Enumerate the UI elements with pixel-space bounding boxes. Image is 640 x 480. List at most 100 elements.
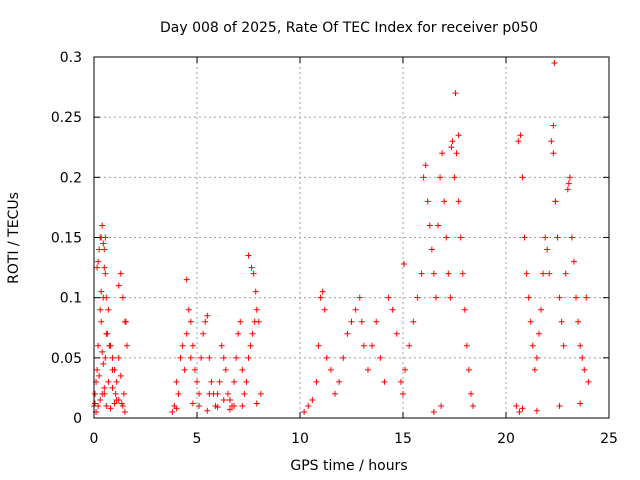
data-point [191, 366, 198, 373]
data-point [562, 270, 569, 277]
data-point [538, 306, 545, 313]
data-point [102, 234, 109, 241]
data-point [177, 354, 184, 361]
x-tick-label: 25 [600, 431, 618, 447]
data-point [575, 318, 582, 325]
data-point [352, 306, 359, 313]
data-point [467, 390, 474, 397]
y-tick-label: 0.05 [51, 351, 82, 367]
data-point [231, 378, 238, 385]
data-point [319, 288, 326, 295]
data-point [535, 330, 542, 337]
data-point [206, 354, 213, 361]
data-point [218, 342, 225, 349]
data-point [556, 402, 563, 409]
data-point [313, 378, 320, 385]
data-point [117, 270, 124, 277]
data-point [105, 378, 112, 385]
x-axis-label: GPS time / hours [290, 458, 407, 474]
y-tick-label: 0.3 [60, 50, 82, 66]
data-point [533, 354, 540, 361]
data-point [100, 360, 107, 367]
data-point [583, 294, 590, 301]
data-point [189, 342, 196, 349]
data-point [109, 354, 116, 361]
data-point [581, 366, 588, 373]
data-point [550, 122, 557, 129]
data-point [401, 260, 408, 267]
data-point [317, 294, 324, 301]
data-point [243, 378, 250, 385]
data-point [428, 246, 435, 253]
data-point [435, 222, 442, 229]
data-point [253, 306, 260, 313]
data-point [451, 174, 458, 181]
data-point [544, 246, 551, 253]
data-point [231, 402, 238, 409]
data-point [525, 294, 532, 301]
data-point [241, 390, 248, 397]
data-point [568, 234, 575, 241]
data-point [449, 138, 456, 145]
data-point [222, 366, 229, 373]
data-point [457, 234, 464, 241]
data-point [556, 294, 563, 301]
data-point [437, 174, 444, 181]
data-point [196, 390, 203, 397]
data-point [220, 354, 227, 361]
data-point [103, 402, 110, 409]
data-point [513, 402, 520, 409]
y-axis-ticks: 0 0.05 0.1 0.15 0.2 0.25 0.3 [51, 50, 609, 427]
data-point [115, 354, 122, 361]
data-point [424, 198, 431, 205]
data-point [523, 270, 530, 277]
data-point [321, 306, 328, 313]
data-point [122, 318, 129, 325]
data-point [348, 318, 355, 325]
data-point [179, 342, 186, 349]
data-point [369, 342, 376, 349]
data-point [533, 407, 540, 414]
data-point [565, 180, 572, 187]
data-point [521, 234, 528, 241]
data-point [247, 342, 254, 349]
data-point [548, 138, 555, 145]
data-point [393, 330, 400, 337]
data-point [239, 366, 246, 373]
data-point [198, 354, 205, 361]
data-point [573, 294, 580, 301]
data-point [323, 354, 330, 361]
data-point [237, 318, 244, 325]
data-point [189, 400, 196, 407]
data-point [120, 390, 127, 397]
data-point [527, 318, 534, 325]
data-point [101, 390, 108, 397]
data-point [558, 318, 565, 325]
data-point [196, 402, 203, 409]
data-point [98, 288, 105, 295]
chart-title: Day 008 of 2025, Rate Of TEC Index for r… [160, 20, 538, 36]
data-point [360, 342, 367, 349]
data-point [439, 150, 446, 157]
data-point [377, 354, 384, 361]
data-point [551, 60, 558, 67]
data-point [585, 378, 592, 385]
data-point [101, 246, 108, 253]
data-point [118, 400, 125, 407]
data-point [455, 198, 462, 205]
data-point [248, 264, 255, 271]
data-point [187, 318, 194, 325]
data-point [459, 270, 466, 277]
data-point [173, 405, 180, 412]
data-point [364, 366, 371, 373]
data-point [92, 400, 99, 407]
x-axis-ticks: 0 5 10 15 20 25 [90, 57, 618, 447]
data-point [245, 354, 252, 361]
x-tick-label: 5 [193, 431, 202, 447]
data-point [315, 342, 322, 349]
data-point [344, 330, 351, 337]
data-point [327, 366, 334, 373]
data-point [181, 366, 188, 373]
data-point [113, 378, 120, 385]
